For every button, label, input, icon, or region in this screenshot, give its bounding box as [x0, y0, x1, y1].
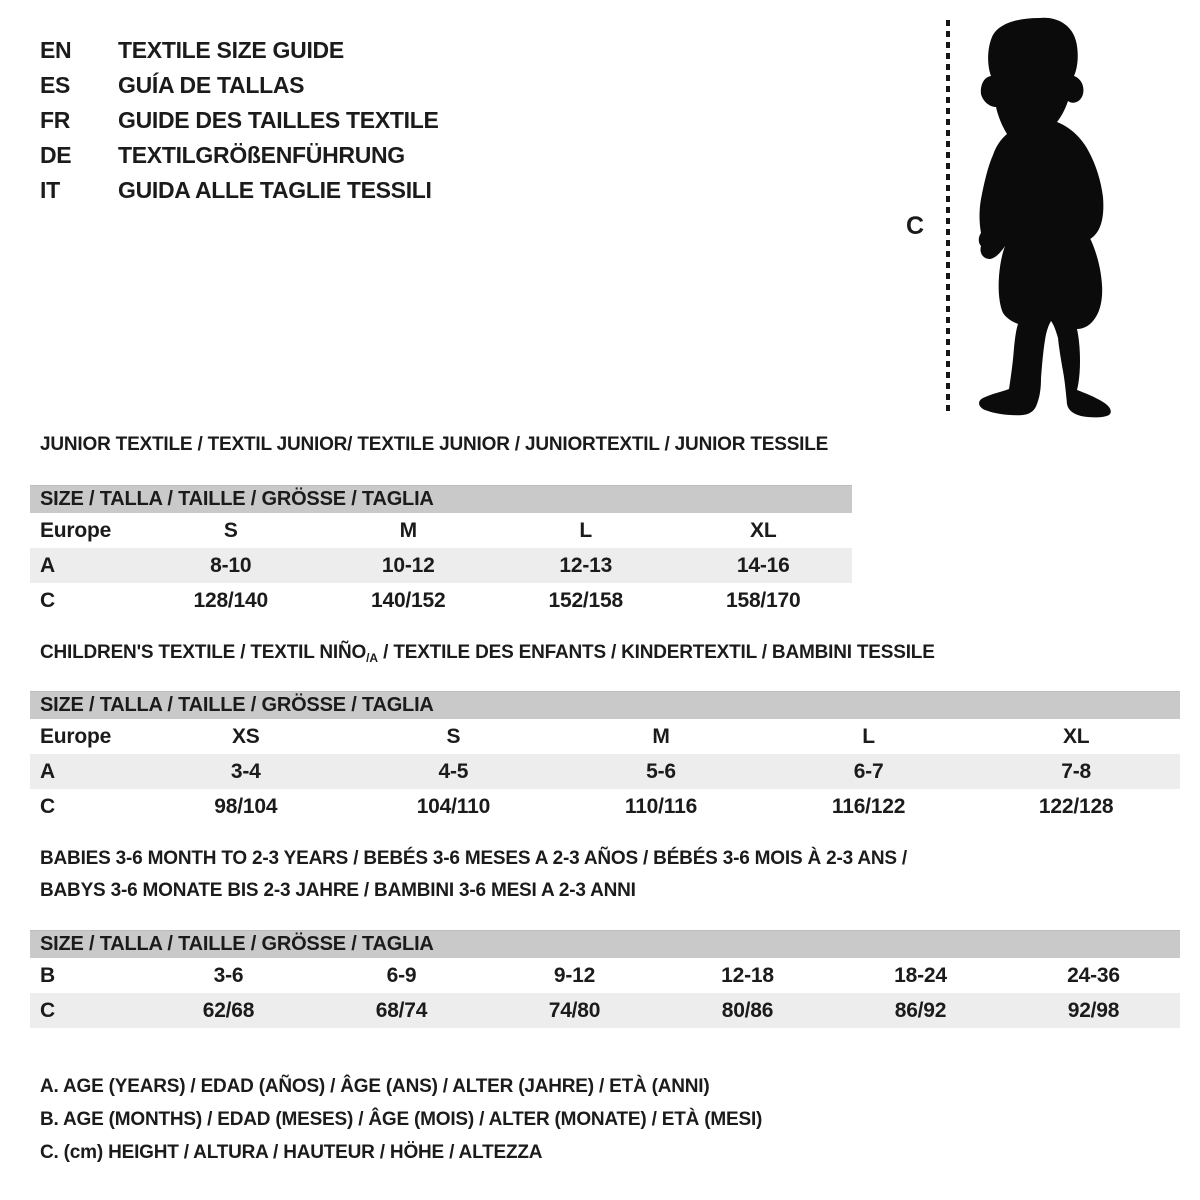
height-measure-dashed-line — [946, 20, 950, 416]
size-cell: 122/128 — [1038, 794, 1114, 818]
size-cell: 7-8 — [1061, 759, 1092, 783]
row-label: A — [40, 759, 55, 783]
children-size-table: SIZE / TALLA / TAILLE / GRÖSSE / TAGLIA … — [30, 691, 1180, 824]
language-title-list: EN TEXTILE SIZE GUIDE ES GUÍA DE TALLAS … — [40, 33, 439, 208]
size-cell: 5-6 — [646, 759, 676, 783]
size-cell: 68/74 — [375, 998, 428, 1022]
size-cell: XL — [750, 518, 777, 542]
size-cell: 62/68 — [202, 998, 255, 1022]
babies-title-line2: BABYS 3-6 MONATE BIS 2-3 JAHRE / BAMBINI… — [40, 880, 636, 901]
row-label: C — [40, 998, 55, 1022]
size-cell: L — [579, 518, 593, 542]
guide-title: GUIDA ALLE TAGLIE TESSILI — [118, 177, 432, 203]
toddler-silhouette-icon — [978, 17, 1111, 418]
height-measure-label: C — [906, 212, 925, 240]
size-header-bar: SIZE / TALLA / TAILLE / GRÖSSE / TAGLIA — [30, 485, 852, 513]
table-row-height: C 62/68 68/74 74/80 80/86 86/92 92/98 — [30, 993, 1180, 1028]
size-cell: 12-18 — [721, 963, 774, 987]
table-row-europe: Europe S M L XL — [30, 513, 852, 548]
size-cell: 8-10 — [210, 553, 252, 577]
size-cell: 12-13 — [559, 553, 613, 577]
children-title-text: / TEXTILE DES ENFANTS / KINDERTEXTIL / B… — [378, 642, 935, 663]
guide-title: GUIDE DES TAILLES TEXTILE — [118, 107, 439, 133]
babies-title-line1: BABIES 3-6 MONTH TO 2-3 YEARS / BEBÉS 3-… — [40, 848, 908, 869]
language-row: EN TEXTILE SIZE GUIDE — [40, 33, 439, 68]
table-row-height: C 98/104 104/110 110/116 116/122 122/128 — [30, 789, 1180, 824]
size-cell: 104/110 — [416, 794, 491, 818]
guide-title: GUÍA DE TALLAS — [118, 72, 305, 98]
size-cell: 9-12 — [553, 963, 596, 987]
legend: A. AGE (YEARS) / EDAD (AÑOS) / ÂGE (ANS)… — [40, 1070, 762, 1169]
size-cell: 92/98 — [1067, 998, 1120, 1022]
size-cell: 3-4 — [230, 759, 261, 783]
babies-section-title: BABIES 3-6 MONTH TO 2-3 YEARS / BEBÉS 3-… — [40, 843, 907, 907]
legend-line-height-cm: C. (cm) HEIGHT / ALTURA / HAUTEUR / HÖHE… — [40, 1142, 543, 1163]
junior-size-table: SIZE / TALLA / TAILLE / GRÖSSE / TAGLIA … — [30, 485, 852, 618]
size-cell: S — [223, 518, 238, 542]
row-label: C — [40, 794, 55, 818]
size-cell: M — [399, 518, 417, 542]
size-cell: XL — [1062, 724, 1090, 748]
language-row: ES GUÍA DE TALLAS — [40, 68, 439, 103]
children-title-subscript: /A — [366, 651, 379, 665]
language-code: IT — [40, 177, 60, 203]
table-row-europe: Europe XS S M L XL — [30, 719, 1180, 754]
size-cell: 3-6 — [213, 963, 244, 987]
language-row: IT GUIDA ALLE TAGLIE TESSILI — [40, 173, 439, 208]
table-row-age-months: B 3-6 6-9 9-12 12-18 18-24 24-36 — [30, 958, 1180, 993]
size-cell: XS — [231, 724, 260, 748]
size-header-bar: SIZE / TALLA / TAILLE / GRÖSSE / TAGLIA — [30, 691, 1180, 719]
row-label: Europe — [40, 724, 112, 748]
row-label: C — [40, 588, 55, 612]
row-label: A — [40, 553, 55, 577]
size-header-bar: SIZE / TALLA / TAILLE / GRÖSSE / TAGLIA — [30, 930, 1180, 958]
size-cell: S — [446, 724, 461, 748]
babies-size-table: SIZE / TALLA / TAILLE / GRÖSSE / TAGLIA … — [30, 930, 1180, 1028]
size-cell: L — [862, 724, 875, 748]
guide-title: TEXTILE SIZE GUIDE — [118, 37, 344, 63]
size-cell: 152/158 — [548, 588, 623, 612]
size-cell: 140/152 — [370, 588, 446, 612]
size-cell: 6-9 — [386, 963, 417, 987]
size-cell: 74/80 — [548, 998, 601, 1022]
size-cell: 110/116 — [624, 794, 698, 818]
size-cell: 18-24 — [894, 963, 947, 987]
language-code: DE — [40, 142, 72, 168]
size-cell: 116/122 — [831, 794, 906, 818]
table-row-age: A 3-4 4-5 5-6 6-7 7-8 — [30, 754, 1180, 789]
size-cell: 6-7 — [853, 759, 884, 783]
row-label: Europe — [40, 518, 112, 542]
size-cell: 86/92 — [894, 998, 947, 1022]
language-code: EN — [40, 37, 72, 63]
size-cell: M — [652, 724, 670, 748]
size-cell: 10-12 — [381, 553, 435, 577]
language-code: ES — [40, 72, 71, 98]
legend-line-age-months: B. AGE (MONTHS) / EDAD (MESES) / ÂGE (MO… — [40, 1109, 763, 1130]
table-row-age: A 8-10 10-12 12-13 14-16 — [30, 548, 852, 583]
size-cell: 24-36 — [1067, 963, 1120, 987]
language-code: FR — [40, 107, 71, 133]
language-row: FR GUIDE DES TAILLES TEXTILE — [40, 103, 439, 138]
size-cell: 98/104 — [214, 794, 278, 818]
row-label: B — [40, 963, 55, 987]
size-cell: 128/140 — [193, 588, 268, 612]
size-cell: 158/170 — [725, 588, 801, 612]
legend-line-age-years: A. AGE (YEARS) / EDAD (AÑOS) / ÂGE (ANS)… — [40, 1076, 710, 1097]
size-cell: 14-16 — [736, 553, 790, 577]
children-title-text: CHILDREN'S TEXTILE / TEXTIL NIÑO — [40, 642, 367, 663]
junior-section-title: JUNIOR TEXTILE / TEXTIL JUNIOR/ TEXTILE … — [40, 434, 829, 455]
size-cell: 4-5 — [438, 759, 469, 783]
size-cell: 80/86 — [721, 998, 774, 1022]
children-section-title: CHILDREN'S TEXTILE / TEXTIL NIÑO/A / TEX… — [40, 642, 935, 665]
guide-title: TEXTILGRÖßENFÜHRUNG — [118, 142, 405, 168]
table-row-height: C 128/140 140/152 152/158 158/170 — [30, 583, 852, 618]
language-row: DE TEXTILGRÖßENFÜHRUNG — [40, 138, 439, 173]
